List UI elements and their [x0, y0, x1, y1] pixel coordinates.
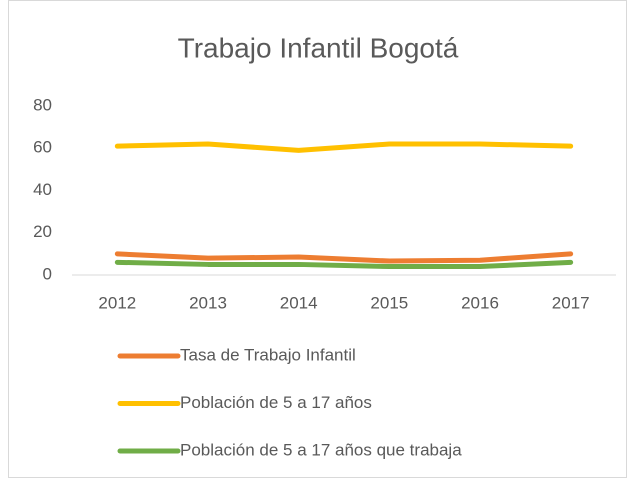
y-tick-label: 60: [33, 138, 52, 157]
x-tick-label: 2014: [280, 293, 318, 312]
x-tick-label: 2015: [370, 293, 408, 312]
legend-label: Población de 5 a 17 años que trabaja: [180, 440, 462, 459]
y-tick-label: 40: [33, 180, 52, 199]
y-tick-label: 0: [43, 264, 52, 283]
x-tick-label: 2017: [552, 293, 590, 312]
y-tick-label: 80: [33, 95, 52, 114]
x-tick-label: 2013: [189, 293, 227, 312]
series-line: [114, 141, 574, 153]
chart-title: Trabajo Infantil Bogotá: [178, 32, 459, 63]
chart-frame: [8, 0, 627, 478]
series-line: [114, 259, 574, 270]
legend-label: Población de 5 a 17 años: [180, 393, 372, 412]
x-tick-label: 2012: [98, 293, 136, 312]
series-line: [114, 251, 574, 264]
x-tick-label: 2016: [461, 293, 499, 312]
y-tick-label: 20: [33, 222, 52, 241]
legend-label: Tasa de Trabajo Infantil: [180, 345, 356, 364]
